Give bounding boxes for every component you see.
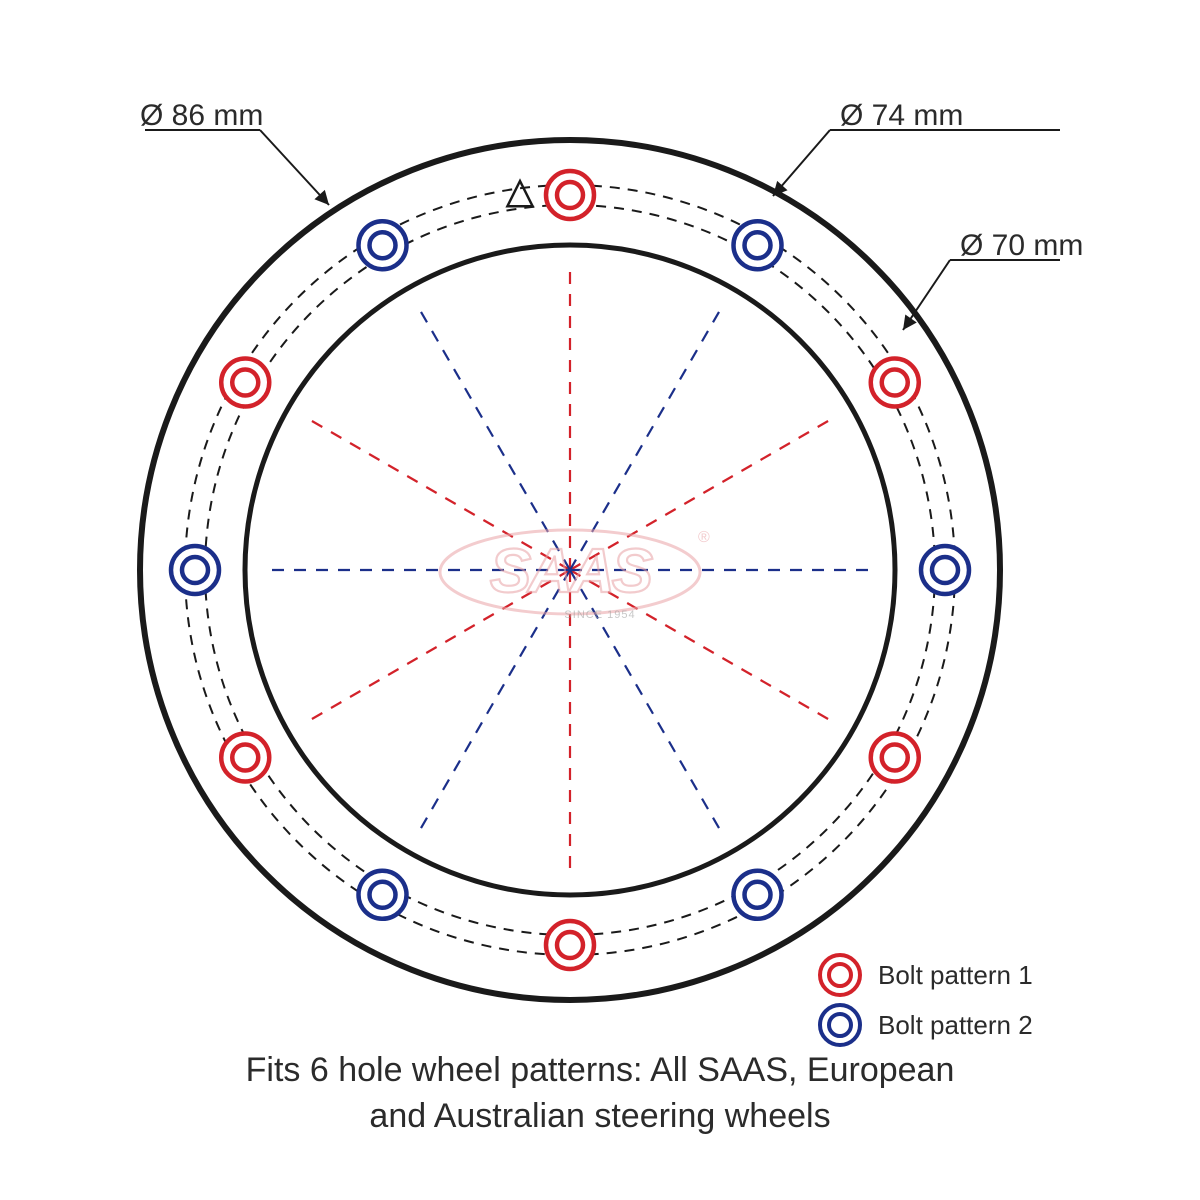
- caption-line-1: Fits 6 hole wheel patterns: All SAAS, Eu…: [246, 1051, 955, 1089]
- bolt-pattern-1-hole: [221, 734, 269, 782]
- bolt-pattern-2-hole: [921, 546, 969, 594]
- spoke: [418, 570, 571, 834]
- d86-label: Ø 86 mm: [140, 99, 263, 132]
- svg-text:SAAS: SAAS: [490, 537, 653, 606]
- caption: Fits 6 hole wheel patterns: All SAAS, Eu…: [0, 1048, 1200, 1140]
- d70-label: Ø 70 mm: [960, 229, 1083, 262]
- svg-text:®: ®: [698, 529, 710, 546]
- bolt-pattern-2-hole: [734, 221, 782, 269]
- leader-line: [773, 130, 1060, 196]
- bolt-pattern-1-hole: [221, 359, 269, 407]
- bolt-pattern-2-hole: [171, 546, 219, 594]
- bolt-pattern-2-hole: [359, 221, 407, 269]
- bolt-pattern-diagram: SAAS ® SINCE 1954 Ø 86 mm Ø 74 mm Ø 70 mm Bolt…: [0, 0, 1200, 1200]
- bolt-pattern-1-hole: [871, 359, 919, 407]
- bolt-pattern-2-hole: [359, 871, 407, 919]
- bolt-pattern-1-hole: [871, 734, 919, 782]
- bolt-pattern-1-hole: [546, 921, 594, 969]
- bolt-pattern-2-hole: [734, 871, 782, 919]
- legend-label-1: Bolt pattern 1: [878, 960, 1033, 990]
- logo-watermark: SAAS ® SINCE 1954: [440, 529, 710, 621]
- legend-label-2: Bolt pattern 2: [878, 1010, 1033, 1040]
- d74-label: Ø 74 mm: [840, 99, 963, 132]
- bolt-pattern-1-hole: [546, 171, 594, 219]
- index-triangle-icon: [507, 181, 532, 206]
- leader-line: [903, 260, 1060, 330]
- caption-line-2: and Australian steering wheels: [369, 1097, 830, 1135]
- leader-line: [145, 130, 329, 205]
- svg-text:SINCE 1954: SINCE 1954: [564, 609, 635, 621]
